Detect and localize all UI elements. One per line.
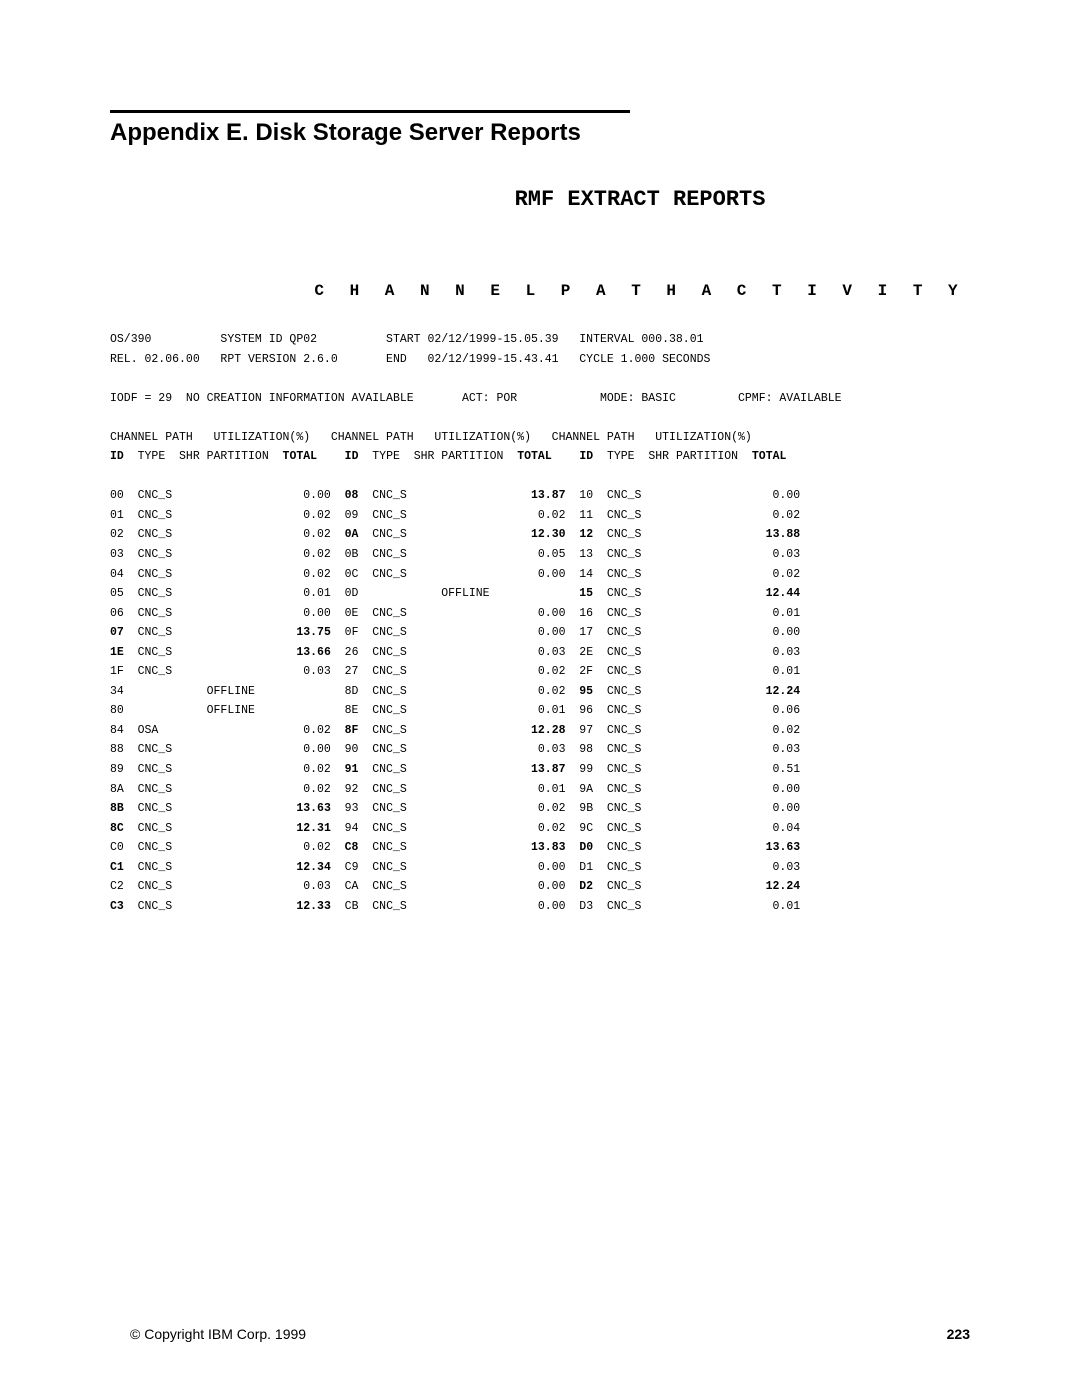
- footer: © Copyright IBM Corp. 1999 223: [130, 1326, 970, 1342]
- section-title: C H A N N E L P A T H A C T I V I T Y: [310, 282, 970, 300]
- appendix-title: Appendix E. Disk Storage Server Reports: [110, 119, 970, 147]
- header-rule: [110, 110, 630, 113]
- page-number: 223: [947, 1326, 970, 1342]
- copyright: © Copyright IBM Corp. 1999: [130, 1326, 306, 1342]
- page: Appendix E. Disk Storage Server Reports …: [0, 0, 1080, 1397]
- report-body: OS/390 SYSTEM ID QP02 START 02/12/1999-1…: [110, 330, 970, 916]
- report-title: RMF EXTRACT REPORTS: [310, 187, 970, 212]
